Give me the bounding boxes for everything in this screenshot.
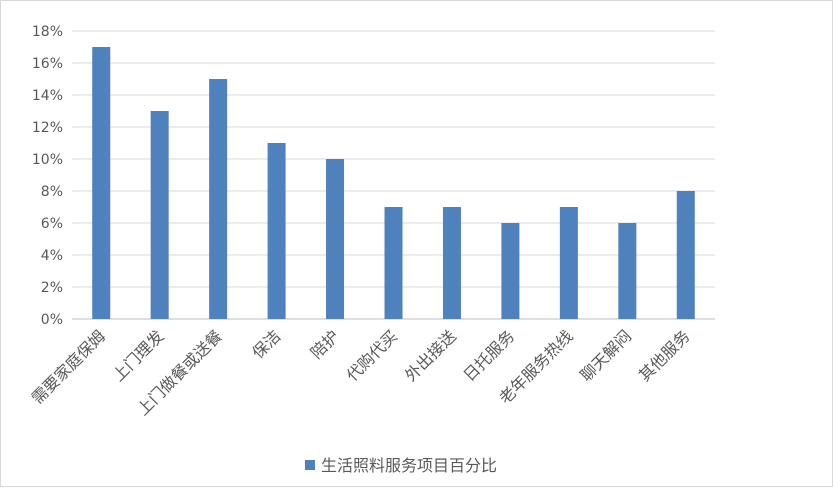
x-category-label: 代购代买 [343,326,402,385]
bar [501,223,520,319]
gridlines [72,30,715,320]
bar [326,159,345,319]
bar [267,143,286,319]
y-tick-label: 12% [32,120,63,136]
legend-label: 生活照料服务项目百分比 [321,456,497,475]
bar [442,207,461,319]
y-tick-label: 0% [41,312,63,328]
y-tick-label: 10% [32,152,63,168]
bar [209,79,228,319]
y-axis-ticks: 0% 2% 4% 6% 8% 10% 12% 14% 16% 18% [32,24,63,328]
y-tick-label: 8% [41,184,63,200]
bars [92,47,695,319]
bar [676,191,695,319]
y-tick-label: 6% [41,216,63,232]
x-category-label: 陪护 [307,326,343,362]
y-tick-label: 18% [32,24,63,40]
x-category-label: 其他服务 [635,326,694,385]
bar [150,111,169,319]
x-category-label: 日托服务 [460,326,519,385]
x-category-label: 需要家庭保姆 [28,326,109,407]
x-axis-labels: 需要家庭保姆 上门理发上门做餐或送餐 保洁 陪护 代购代买 外出接送 日托服务老年服务热线聊… [28,326,694,419]
y-tick-label: 14% [32,88,63,104]
legend-swatch [305,460,315,470]
bar [384,207,403,319]
y-tick-label: 16% [32,56,63,72]
legend: 生活照料服务项目百分比 [305,456,497,475]
x-category-label: 聊天解闷 [576,326,635,385]
bar [618,223,637,319]
x-category-label: 保洁 [248,326,284,362]
bar [92,47,111,319]
x-category-label: 外出接送 [401,326,460,385]
y-tick-label: 2% [41,280,63,296]
x-category-label: 上门理发 [109,326,168,385]
y-tick-label: 4% [41,248,63,264]
bar [559,207,578,319]
